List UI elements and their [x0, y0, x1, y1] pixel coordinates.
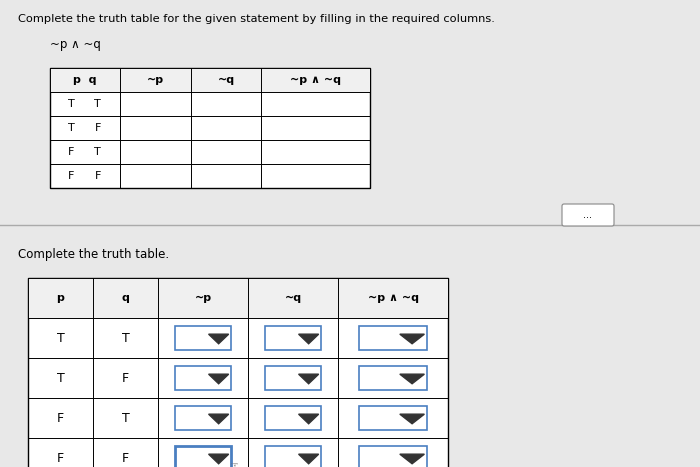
Bar [175, 446, 231, 467]
Text: T: T [122, 332, 130, 345]
Text: p: p [57, 293, 64, 303]
Text: ...: ... [584, 210, 592, 220]
Text: T: T [57, 372, 64, 384]
Polygon shape [400, 334, 424, 344]
Bar [359, 366, 427, 390]
Text: ~q: ~q [218, 75, 234, 85]
Bar [28, 278, 448, 318]
Polygon shape [299, 414, 318, 424]
Bar [175, 406, 231, 430]
Bar [359, 406, 427, 430]
Polygon shape [400, 414, 424, 424]
Text: ~p ∧ ~q: ~p ∧ ~q [290, 75, 341, 85]
Polygon shape [299, 374, 318, 384]
Bar [175, 366, 231, 390]
Text: Complete the truth table for the given statement by filling in the required colu: Complete the truth table for the given s… [18, 14, 495, 24]
Bar [265, 326, 321, 350]
Bar [175, 326, 231, 350]
Bar [50, 68, 370, 92]
Bar [359, 326, 427, 350]
Polygon shape [400, 454, 424, 464]
Text: T: T [94, 99, 101, 109]
Polygon shape [209, 454, 229, 464]
Text: F: F [94, 171, 101, 181]
Text: T: T [68, 123, 74, 133]
Text: ~p: ~p [195, 293, 211, 303]
Text: ~p ∧ ~q: ~p ∧ ~q [50, 38, 101, 51]
Text: T: T [68, 99, 74, 109]
Text: F: F [94, 123, 101, 133]
Text: F: F [57, 411, 64, 425]
Text: p  q: p q [74, 75, 97, 85]
Text: F: F [122, 452, 129, 465]
Text: ~p: ~p [147, 75, 164, 85]
Text: ~q: ~q [284, 293, 302, 303]
Bar [265, 366, 321, 390]
Bar [265, 406, 321, 430]
Bar [265, 446, 321, 467]
Text: Complete the truth table.: Complete the truth table. [18, 248, 169, 261]
Polygon shape [299, 334, 318, 344]
Text: ☞: ☞ [230, 460, 238, 467]
Bar [28, 278, 448, 467]
Bar [50, 68, 370, 188]
Text: F: F [68, 147, 74, 157]
Text: F: F [122, 372, 129, 384]
Text: ~p ∧ ~q: ~p ∧ ~q [368, 293, 419, 303]
Text: q: q [122, 293, 130, 303]
Text: F: F [68, 171, 74, 181]
Polygon shape [400, 374, 424, 384]
Bar [359, 446, 427, 467]
Polygon shape [299, 454, 318, 464]
Text: T: T [122, 411, 130, 425]
FancyBboxPatch shape [562, 204, 614, 226]
Text: T: T [94, 147, 101, 157]
Text: T: T [57, 332, 64, 345]
Polygon shape [209, 334, 229, 344]
Text: F: F [57, 452, 64, 465]
Polygon shape [209, 374, 229, 384]
Polygon shape [209, 414, 229, 424]
